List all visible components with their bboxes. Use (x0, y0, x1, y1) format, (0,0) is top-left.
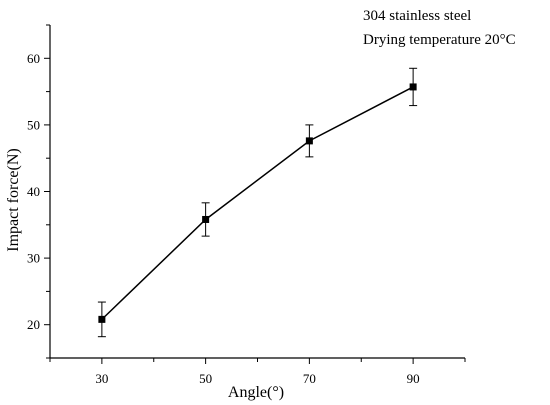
y-tick-label: 20 (27, 317, 40, 332)
x-tick-label: 90 (407, 371, 420, 386)
y-axis-title: Impact force(N) (5, 148, 22, 252)
series-line (101, 86, 414, 320)
y-tick-label: 30 (27, 251, 40, 266)
y-tick-label: 40 (27, 184, 40, 199)
data-point-marker (409, 83, 417, 91)
x-tick-label: 70 (303, 371, 316, 386)
plot-area (97, 67, 418, 338)
data-point-marker (98, 315, 106, 323)
x-tick-label: 30 (95, 371, 108, 386)
data-point-marker (202, 215, 210, 223)
x-axis-title: Angle(°) (228, 384, 284, 401)
x-tick-label: 50 (199, 371, 212, 386)
y-tick-label: 60 (27, 51, 40, 66)
annotation-drying-temperature: Drying temperature 20°C (363, 32, 516, 48)
y-tick-label: 50 (27, 117, 40, 132)
axes: 30 50 70 90 20 30 40 50 60 (27, 24, 466, 386)
chart-text: Angle(°) Impact force(N) 304 stainless s… (5, 8, 516, 401)
data-point-marker (305, 137, 313, 145)
annotation-material: 304 stainless steel (363, 8, 471, 24)
